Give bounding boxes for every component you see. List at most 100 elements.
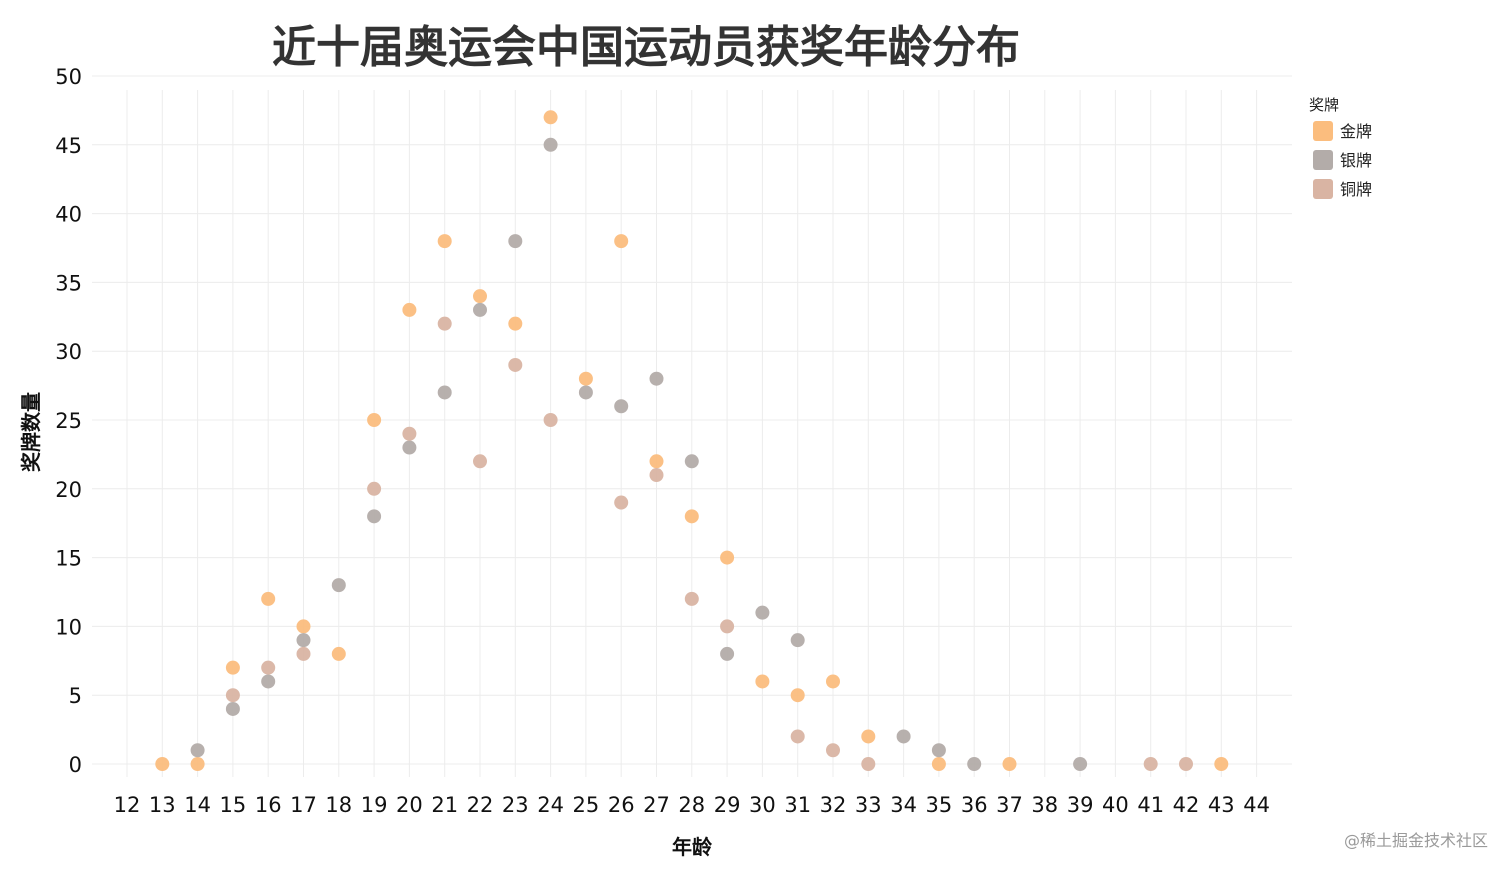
point-铜牌 [790,729,805,744]
x-tick-label: 31 [784,793,811,817]
point-金牌 [155,757,170,771]
x-tick-label: 40 [1102,793,1129,817]
y-tick-label: 10 [55,615,82,639]
x-tick-label: 43 [1208,793,1235,817]
point-金牌 [826,674,840,689]
y-tick-label: 25 [55,409,82,433]
watermark: @稀土掘金技术社区 [1344,831,1488,850]
x-tick-label: 13 [149,793,176,817]
legend-swatch [1313,121,1333,141]
point-银牌 [296,633,311,648]
point-铜牌 [720,619,735,634]
y-axis-ticks: 0 5 10 15 20 25 30 35 40 45 50 [55,65,82,777]
point-铜牌 [614,495,629,510]
point-金牌 [367,413,382,427]
x-tick-label: 25 [573,793,600,817]
legend-swatch [1313,150,1333,170]
point-银牌 [543,137,558,152]
chart-title: 近十届奥运会中国运动员获奖年龄分布 [272,22,1020,73]
data-points [155,110,1229,771]
y-tick-label: 35 [55,271,82,295]
point-金牌 [720,550,735,565]
point-银牌 [967,757,982,771]
point-铜牌 [1143,757,1158,771]
x-tick-label: 29 [714,793,741,817]
y-tick-label: 45 [55,134,82,158]
point-铜牌 [508,357,523,372]
point-银牌 [931,743,946,758]
point-金牌 [790,688,805,703]
x-axis-label: 年龄 [672,835,713,859]
x-tick-label: 30 [749,793,776,817]
y-axis-label: 奖牌数量 [19,392,43,472]
point-金牌 [755,674,770,689]
point-铜牌 [1179,757,1193,771]
y-tick-label: 5 [69,684,82,708]
x-tick-label: 26 [608,793,635,817]
x-tick-label: 35 [926,793,953,817]
x-tick-label: 42 [1173,793,1200,817]
point-金牌 [684,509,699,524]
point-银牌 [684,454,699,469]
point-金牌 [296,619,311,634]
x-tick-label: 32 [820,793,847,817]
x-tick-label: 17 [290,793,317,817]
point-金牌 [225,660,240,675]
point-银牌 [790,633,805,648]
x-tick-label: 19 [361,793,388,817]
x-tick-label: 15 [220,793,247,817]
point-银牌 [755,605,770,620]
x-tick-label: 21 [431,793,458,817]
legend-label: 金牌 [1340,122,1372,141]
point-金牌 [1002,757,1017,771]
point-银牌 [614,399,629,414]
y-tick-label: 0 [69,753,82,777]
point-银牌 [896,729,911,744]
point-铜牌 [826,743,840,758]
point-金牌 [578,371,593,386]
point-铜牌 [861,757,876,771]
y-tick-label: 15 [55,547,82,571]
point-银牌 [1073,757,1088,771]
point-金牌 [402,302,417,317]
point-铜牌 [296,646,311,661]
point-金牌 [649,454,664,469]
grid-lines [92,75,1292,777]
x-tick-label: 36 [961,793,988,817]
legend-title: 奖牌 [1309,96,1339,114]
point-铜牌 [543,413,558,427]
legend-label: 铜牌 [1340,180,1372,199]
point-银牌 [649,371,664,386]
x-tick-label: 38 [1031,793,1058,817]
x-tick-label: 12 [114,793,141,817]
x-tick-label: 22 [467,793,494,817]
x-tick-label: 24 [537,793,564,817]
y-tick-label: 20 [55,478,82,502]
point-金牌 [261,591,276,606]
x-tick-label: 33 [855,793,882,817]
legend-swatch [1313,179,1333,199]
point-铜牌 [473,454,487,469]
x-tick-label: 18 [325,793,352,817]
point-铜牌 [261,660,276,675]
point-铜牌 [649,468,664,483]
point-铜牌 [225,688,240,703]
point-铜牌 [367,481,382,496]
x-tick-label: 23 [502,793,529,817]
point-银牌 [473,302,487,317]
y-tick-label: 40 [55,203,82,227]
point-银牌 [190,743,205,758]
y-tick-label: 50 [55,65,82,89]
point-银牌 [331,578,346,593]
point-金牌 [614,234,629,249]
point-铜牌 [402,426,417,441]
point-银牌 [578,385,593,400]
point-金牌 [331,646,346,661]
point-铜牌 [437,316,452,331]
point-金牌 [931,757,946,771]
point-金牌 [473,289,487,304]
x-tick-label: 39 [1067,793,1094,817]
x-tick-label: 27 [643,793,670,817]
